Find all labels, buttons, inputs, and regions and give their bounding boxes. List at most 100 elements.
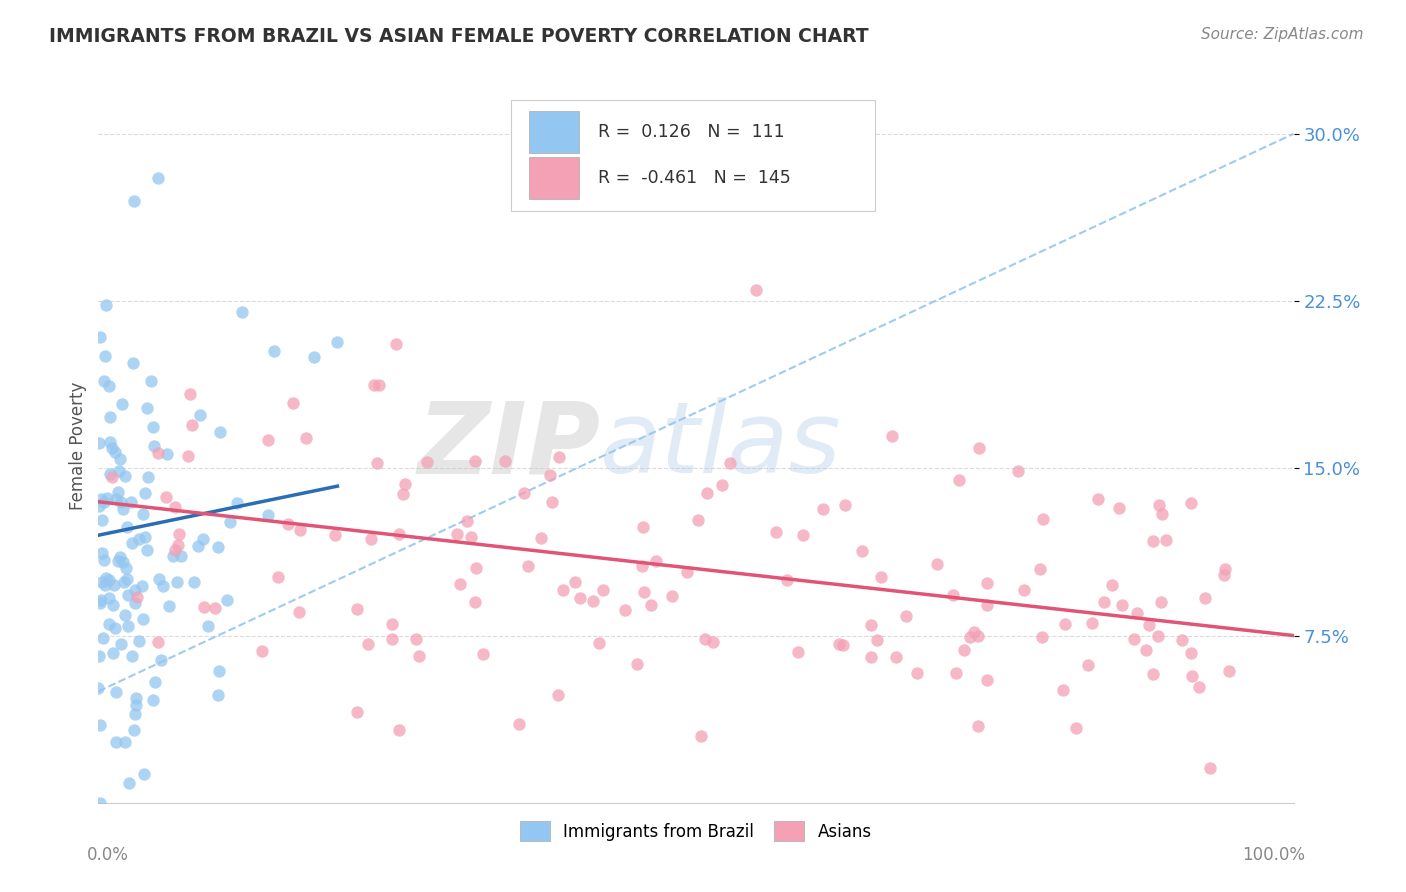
Point	[870, 570, 893, 584]
Y-axis label: Female Poverty: Female Poverty	[69, 382, 87, 510]
Point	[290, 523, 312, 537]
Point	[114, 608, 136, 623]
Point	[104, 445, 127, 459]
Point	[388, 723, 411, 738]
Point	[167, 526, 190, 541]
Point	[179, 387, 201, 401]
Point	[142, 439, 165, 453]
Point	[89, 329, 111, 343]
Point	[122, 723, 145, 737]
Point	[120, 495, 142, 509]
Point	[582, 593, 605, 607]
Point	[132, 767, 155, 781]
Point	[142, 693, 165, 707]
Point	[866, 633, 889, 648]
Point	[87, 436, 110, 450]
Point	[966, 629, 988, 643]
Point	[905, 666, 928, 681]
Point	[360, 532, 382, 546]
Point	[295, 431, 318, 445]
Point	[1077, 658, 1099, 673]
Point	[1171, 632, 1194, 647]
Point	[125, 590, 148, 604]
Point	[548, 450, 571, 464]
Point	[449, 577, 471, 591]
Point	[530, 531, 553, 545]
Point	[256, 508, 278, 523]
Point	[963, 624, 986, 639]
Text: R =  0.126   N =  111: R = 0.126 N = 111	[598, 123, 785, 142]
Point	[834, 498, 856, 512]
Point	[187, 539, 209, 553]
Point	[945, 666, 967, 681]
Point	[661, 590, 683, 604]
Point	[101, 469, 124, 483]
Point	[132, 612, 155, 626]
Point	[948, 473, 970, 487]
Point	[614, 603, 637, 617]
Point	[1032, 512, 1054, 526]
Point	[860, 650, 883, 665]
Point	[366, 456, 388, 470]
Point	[1142, 667, 1164, 681]
Point	[811, 502, 834, 516]
Point	[976, 598, 998, 612]
Point	[163, 543, 186, 558]
Point	[193, 599, 215, 614]
Point	[460, 530, 482, 544]
Point	[104, 492, 127, 507]
Point	[231, 305, 253, 319]
Point	[633, 585, 655, 599]
Point	[104, 684, 127, 698]
Point	[98, 410, 121, 425]
Point	[217, 593, 239, 607]
Point	[170, 549, 193, 564]
Text: R =  -0.461   N =  145: R = -0.461 N = 145	[598, 169, 790, 187]
Point	[346, 602, 368, 616]
Point	[90, 491, 112, 506]
Point	[1218, 664, 1240, 678]
Point	[134, 486, 156, 500]
Point	[884, 650, 907, 665]
Point	[180, 417, 202, 432]
Point	[302, 350, 325, 364]
Point	[1181, 669, 1204, 683]
Point	[112, 501, 135, 516]
Point	[1156, 533, 1178, 547]
Point	[90, 593, 112, 607]
Point	[765, 524, 787, 539]
Point	[464, 454, 486, 468]
Point	[94, 298, 117, 312]
Point	[405, 632, 427, 646]
FancyBboxPatch shape	[529, 112, 579, 153]
Point	[588, 636, 610, 650]
Point	[128, 634, 150, 648]
Point	[104, 735, 127, 749]
Point	[456, 514, 478, 528]
Point	[792, 527, 814, 541]
Point	[121, 648, 143, 663]
Point	[551, 582, 574, 597]
Point	[1180, 496, 1202, 510]
Point	[134, 530, 156, 544]
Point	[266, 570, 288, 584]
Point	[143, 674, 166, 689]
Point	[103, 578, 125, 592]
Point	[97, 573, 120, 587]
Point	[1007, 464, 1029, 478]
Point	[1212, 568, 1234, 582]
Point	[94, 571, 117, 585]
Point	[494, 454, 516, 468]
Point	[696, 486, 718, 500]
Point	[408, 648, 430, 663]
Point	[98, 379, 121, 393]
Point	[91, 574, 114, 589]
Point	[1126, 606, 1149, 620]
Point	[115, 520, 138, 534]
Point	[94, 578, 117, 592]
Point	[976, 673, 998, 687]
Point	[104, 621, 127, 635]
Point	[385, 337, 408, 351]
Point	[103, 598, 125, 612]
Point	[93, 494, 115, 508]
